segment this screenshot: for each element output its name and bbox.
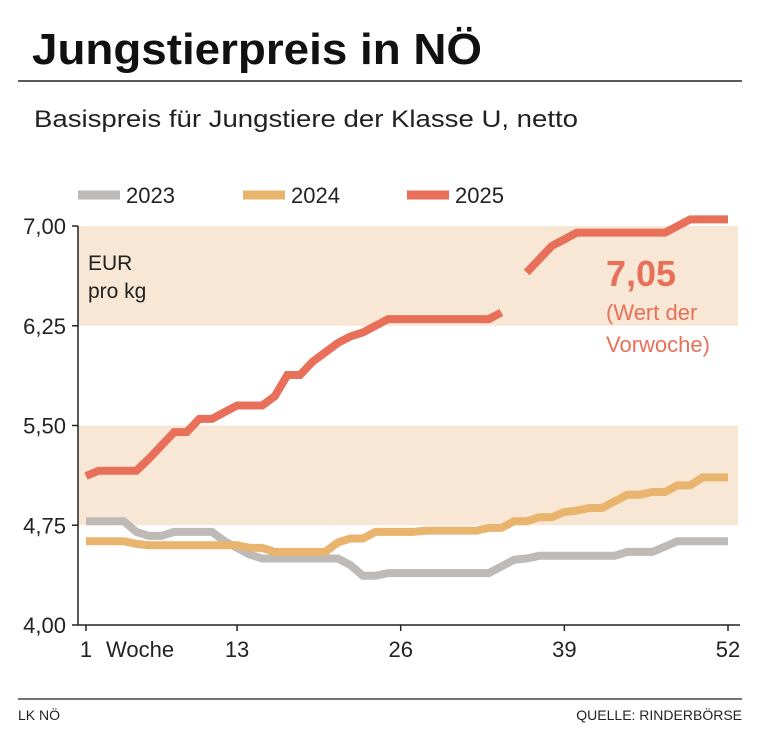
- y-tick-label: 7,00: [23, 214, 66, 239]
- x-tick-label: 26: [388, 637, 412, 662]
- series-line-2023: [86, 517, 728, 580]
- series-lines: [84, 215, 728, 580]
- chart-title: Jungstierpreis in NÖ: [32, 25, 482, 74]
- x-axis-label: Woche: [106, 637, 174, 662]
- band: [78, 425, 738, 526]
- legend-label-2023: 2023: [126, 183, 175, 208]
- unit-label-line1: EUR: [88, 252, 132, 275]
- annotation-line1: (Wert der: [606, 300, 697, 325]
- annotation-line2: Vorwoche): [606, 332, 710, 357]
- x-tick-label: 1: [80, 637, 92, 662]
- y-tick-label: 4,75: [23, 513, 66, 538]
- y-tick-label: 4,00: [23, 613, 66, 638]
- chart-subtitle: Basispreis für Jungstiere der Klasse U, …: [34, 106, 578, 133]
- legend-label-2024: 2024: [291, 183, 340, 208]
- axes: 4,00 4,75 5,50 6,25 7,00 1 13 26 39 52: [23, 214, 740, 662]
- footer-source: QUELLE: RINDERBÖRSE: [576, 706, 742, 723]
- x-tick-label: 52: [716, 637, 740, 662]
- series-line-2024: [86, 473, 728, 556]
- legend-label-2025: 2025: [455, 183, 504, 208]
- x-tick-label: 13: [225, 637, 249, 662]
- unit-label-line2: pro kg: [88, 280, 146, 303]
- background-bands: [78, 226, 738, 526]
- annotation-value: 7,05: [606, 253, 676, 294]
- band: [78, 226, 738, 326]
- y-tick-label: 6,25: [23, 314, 66, 339]
- legend: 2023 2024 2025: [78, 183, 504, 208]
- y-tick-label: 5,50: [23, 414, 66, 439]
- footer-left: LK NÖ: [18, 706, 60, 723]
- x-tick-label: 39: [552, 637, 576, 662]
- series-line-2025: [84, 215, 728, 480]
